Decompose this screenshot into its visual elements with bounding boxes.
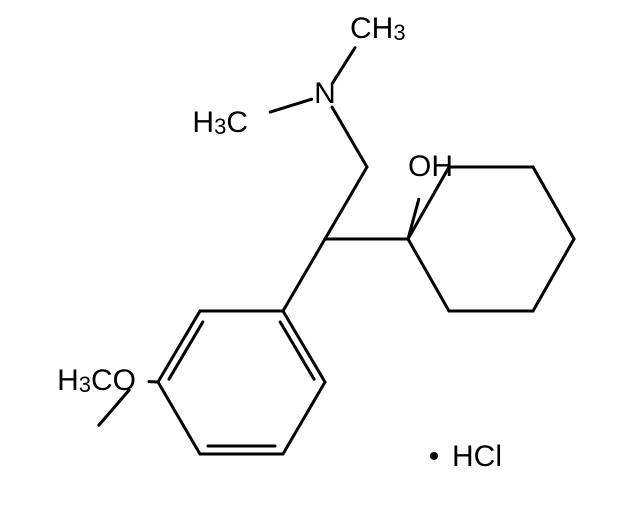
bond bbox=[325, 167, 367, 239]
chemical-structure: N CH3 H3C OH H3CO • HCl bbox=[0, 0, 640, 513]
bond bbox=[408, 239, 449, 311]
bond bbox=[533, 167, 574, 239]
bond bbox=[283, 239, 325, 311]
bond bbox=[280, 322, 314, 379]
atom-label-hcl: HCl bbox=[452, 440, 502, 473]
bond bbox=[158, 311, 200, 382]
bond bbox=[408, 199, 419, 239]
bond bbox=[158, 382, 200, 454]
bond bbox=[332, 48, 355, 84]
atom-label-oh: OH bbox=[408, 150, 453, 183]
bond bbox=[332, 107, 367, 167]
bond bbox=[270, 99, 311, 112]
atom-label-dot: • bbox=[429, 440, 440, 473]
bond bbox=[283, 311, 325, 382]
atom-label-ch3_left: H3C bbox=[192, 106, 248, 139]
atom-label-n: N bbox=[314, 77, 336, 110]
bond bbox=[283, 382, 325, 454]
bond bbox=[533, 239, 574, 311]
atom-label-o_ome: H3CO bbox=[57, 364, 136, 397]
bond bbox=[169, 322, 203, 379]
atom-label-ch3_up: CH3 bbox=[350, 12, 406, 45]
